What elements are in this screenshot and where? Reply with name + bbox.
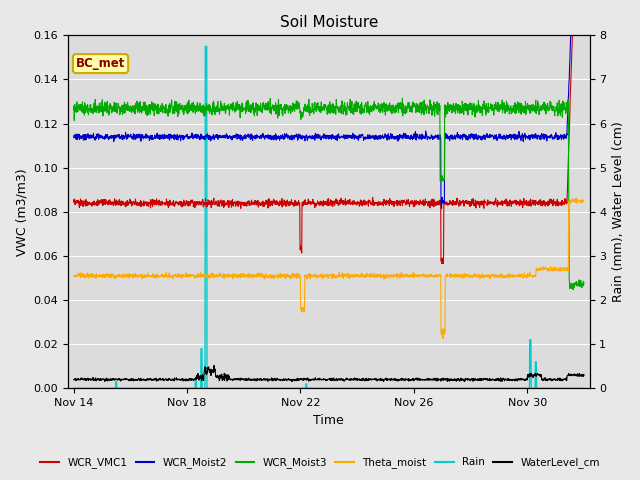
Text: BC_met: BC_met [76,57,125,70]
Y-axis label: Rain (mm), Water Level (cm): Rain (mm), Water Level (cm) [612,121,625,302]
Legend: WCR_VMC1, WCR_Moist2, WCR_Moist3, Theta_moist, Rain, WaterLevel_cm: WCR_VMC1, WCR_Moist2, WCR_Moist3, Theta_… [36,453,604,472]
X-axis label: Time: Time [314,414,344,427]
Y-axis label: VWC (m3/m3): VWC (m3/m3) [15,168,28,256]
Title: Soil Moisture: Soil Moisture [280,15,378,30]
